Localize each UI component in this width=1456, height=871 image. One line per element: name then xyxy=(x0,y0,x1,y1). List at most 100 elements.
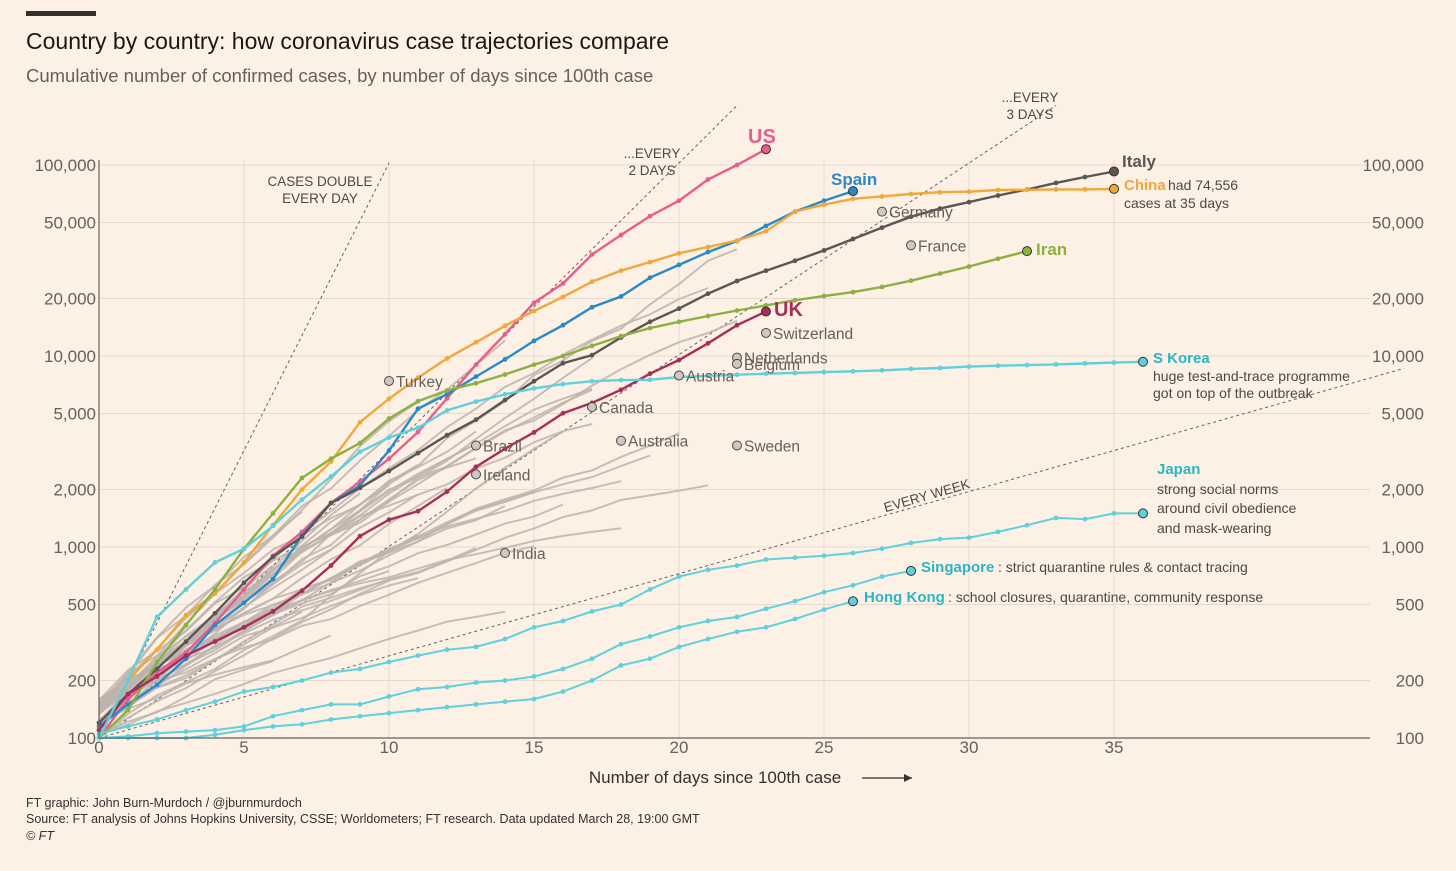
series-point xyxy=(1024,187,1030,193)
y-tick-label-right: 10,000 xyxy=(1372,347,1424,366)
series-point xyxy=(328,474,334,479)
series-point xyxy=(647,656,653,662)
series-point xyxy=(763,624,769,630)
series-point xyxy=(502,636,508,642)
series-point xyxy=(589,378,595,384)
series-point xyxy=(821,293,827,299)
reference-line-label: CASES DOUBLE xyxy=(267,174,372,189)
series-point xyxy=(444,489,450,495)
country-endpoint-ireland xyxy=(471,469,481,480)
series-point xyxy=(125,691,131,697)
highlighted-series xyxy=(96,144,1148,741)
x-axis-arrow-head xyxy=(904,774,912,782)
series-point xyxy=(444,647,450,653)
series-point xyxy=(270,724,276,729)
series-point xyxy=(821,607,827,613)
series-point xyxy=(995,256,1001,262)
series-point xyxy=(763,268,769,274)
series-point xyxy=(444,408,450,413)
y-tick-label-right: 20,000 xyxy=(1372,290,1424,309)
series-point xyxy=(183,707,189,713)
country-endpoint-australia xyxy=(616,435,626,446)
series-point xyxy=(763,371,769,377)
series-point xyxy=(850,550,856,556)
series-point xyxy=(125,724,131,729)
label-skorea-note: huge test-and-trace programme xyxy=(1153,368,1350,384)
series-point xyxy=(1111,510,1117,516)
series-point xyxy=(647,371,653,377)
series-point xyxy=(1111,360,1117,365)
series-point xyxy=(879,225,885,231)
series-point xyxy=(908,366,914,372)
background-country-line xyxy=(98,660,274,734)
series-point xyxy=(270,609,276,614)
series-point xyxy=(386,468,392,474)
background-country-line xyxy=(98,545,535,706)
reference-line-label: 3 DAYS xyxy=(1006,107,1053,122)
x-tick-label: 5 xyxy=(239,738,248,757)
ft-brand-bar xyxy=(26,11,96,16)
background-country-line xyxy=(98,339,506,706)
doubling-reference-line xyxy=(98,367,1405,739)
series-point xyxy=(212,732,218,738)
series-point xyxy=(357,533,363,539)
x-tick-label: 10 xyxy=(380,738,399,757)
series-point xyxy=(966,535,972,540)
series-point xyxy=(792,370,798,376)
series-point xyxy=(560,410,566,416)
series-point xyxy=(908,214,914,220)
series-point xyxy=(444,432,450,438)
series-point xyxy=(1109,166,1119,177)
series-point xyxy=(299,707,305,713)
series-point xyxy=(908,191,914,197)
series-point xyxy=(792,555,798,561)
series-point xyxy=(589,252,595,257)
label-japan-note: around civil obedience xyxy=(1157,500,1297,516)
y-tick-label-right: 100 xyxy=(1396,729,1424,748)
series-point xyxy=(705,291,711,297)
series-point xyxy=(734,372,740,378)
background-country-line xyxy=(98,430,564,736)
x-tick-label: 15 xyxy=(525,738,544,757)
background-country-line xyxy=(98,503,564,722)
series-point xyxy=(386,456,392,462)
series-point xyxy=(212,610,218,616)
y-tick-label-left: 50,000 xyxy=(44,213,96,232)
series-point xyxy=(792,616,798,622)
series-point xyxy=(531,624,537,630)
x-tick-label: 25 xyxy=(815,738,834,757)
series-point xyxy=(879,367,885,373)
series-point xyxy=(647,586,653,592)
label-iran: Iran xyxy=(1036,240,1067,259)
series-point xyxy=(761,306,771,317)
series-point xyxy=(850,236,856,242)
series-point xyxy=(705,249,711,255)
y-tick-label-right: 100,000 xyxy=(1363,156,1424,175)
series-point xyxy=(821,198,827,204)
country-label-france: France xyxy=(918,238,966,255)
series-point xyxy=(763,223,769,229)
series-point xyxy=(1138,356,1148,367)
series-point xyxy=(270,510,276,516)
series-point xyxy=(473,362,479,368)
series-point xyxy=(995,187,1001,193)
series-point xyxy=(241,724,247,729)
series-point xyxy=(386,416,392,422)
y-tick-label-right: 5,000 xyxy=(1381,404,1424,423)
label-skorea-note: got on top of the outbreak xyxy=(1153,385,1314,401)
series-point xyxy=(763,557,769,562)
series-point xyxy=(676,250,682,256)
series-point xyxy=(328,456,334,462)
series-point xyxy=(125,701,131,707)
series-point xyxy=(415,508,421,514)
series-point xyxy=(821,248,827,253)
country-label-india: India xyxy=(512,546,546,563)
series-point xyxy=(676,262,682,268)
country-label-switzerland: Switzerland xyxy=(773,326,853,343)
series-point xyxy=(850,196,856,202)
series-point xyxy=(618,333,624,339)
y-tick-label-left: 200 xyxy=(68,672,96,691)
series-point xyxy=(1022,246,1032,257)
country-label-ireland: Ireland xyxy=(483,467,530,484)
x-tick-label: 20 xyxy=(670,738,689,757)
